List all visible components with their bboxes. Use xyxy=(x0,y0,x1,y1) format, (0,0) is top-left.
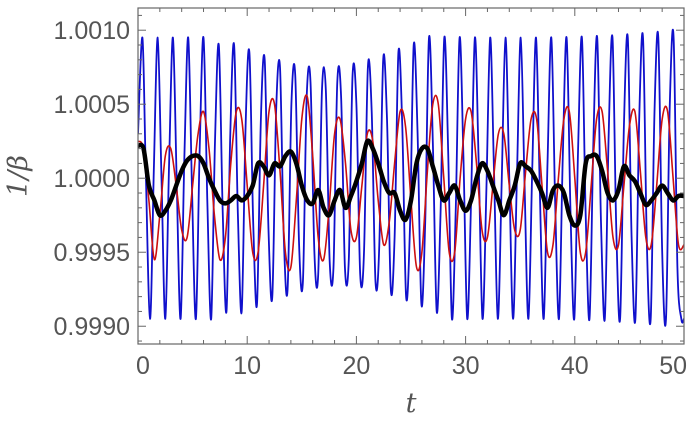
x-tick-label: 40 xyxy=(561,352,589,380)
x-tick-label: 50 xyxy=(659,352,687,380)
series-layer xyxy=(138,28,684,327)
y-tick-label: 1.0000 xyxy=(54,165,130,193)
series-line-3 xyxy=(138,138,684,228)
x-tick-label: 0 xyxy=(136,352,150,380)
plot-frame xyxy=(137,7,685,345)
ticks-layer xyxy=(137,8,685,344)
x-axis-label: t xyxy=(406,388,417,419)
y-tick-label: 1.0005 xyxy=(54,91,130,119)
y-axis-label: 1/β xyxy=(3,155,34,197)
y-tick-label: 0.9990 xyxy=(54,313,130,341)
y-tick-label: 0.9995 xyxy=(54,239,130,267)
y-tick-label: 1.0010 xyxy=(54,17,130,45)
x-tick-label: 20 xyxy=(342,352,370,380)
x-tick-label: 30 xyxy=(452,352,480,380)
x-tick-label: 10 xyxy=(233,352,261,380)
tick-labels-layer: 0 10 20 30 40 50 0.9990 0.9995 1.0000 1.0005 1.001… xyxy=(54,17,687,380)
